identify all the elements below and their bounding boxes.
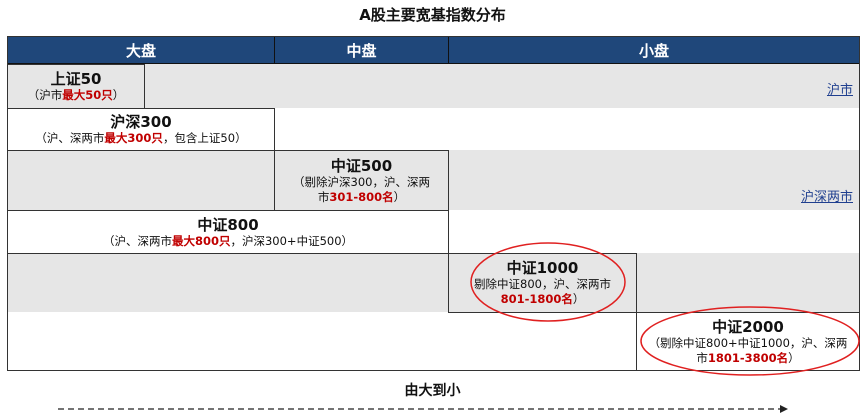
index-name: 中证500 <box>330 156 393 175</box>
highlight-ellipse-csi1000 <box>470 242 626 322</box>
index-csi2000: 中证2000 （剔除中证800+中证1000，沪、深两市1801-3800名） <box>636 312 860 371</box>
desc: 剔除中证800，沪、深两市 <box>474 277 611 291</box>
index-name: 中证800 <box>197 215 259 234</box>
desc: （沪、深两市 <box>102 233 172 248</box>
diagram-title: A股主要宽基指数分布 <box>359 6 506 24</box>
desc-highlight: 最大300只 <box>104 131 163 145</box>
desc: ） <box>572 292 585 306</box>
market-link-shsz[interactable]: 沪深两市 <box>800 190 853 205</box>
desc-highlight: 最大50只 <box>62 88 113 102</box>
desc: （剔除沪深300，沪、深两市 <box>293 174 430 204</box>
index-name: 沪深300 <box>110 113 172 131</box>
arrow-label: 由大到小 <box>404 383 461 399</box>
index-name: 中证2000 <box>712 317 784 336</box>
row-band-1 <box>7 64 860 108</box>
desc: （剔除中证800+中证1000，沪、深两市 <box>648 335 848 365</box>
desc: （沪、深两市 <box>35 131 105 145</box>
desc-highlight: 1801-3800名 <box>707 350 789 365</box>
desc: ） <box>788 350 800 365</box>
highlight-ellipse-csi2000 <box>640 306 860 376</box>
desc: ） <box>112 88 125 102</box>
index-name: 上证50 <box>50 70 102 88</box>
row-band-5 <box>7 253 860 312</box>
desc-highlight: 301-800名 <box>329 189 394 204</box>
desc-highlight: 最大800只 <box>171 233 231 248</box>
index-sse50: 上证50 （沪市最大50只） <box>7 64 145 109</box>
index-name: 中证1000 <box>506 259 579 277</box>
index-csi800: 中证800 （沪、深两市最大800只，沪深300+中证500） <box>7 210 449 254</box>
desc: （沪市 <box>27 88 63 102</box>
index-csi500: 中证500 （剔除沪深300，沪、深两市301-800名） <box>274 150 449 211</box>
desc: ） <box>393 189 406 204</box>
table-border <box>7 36 860 371</box>
desc: ，沪深300+中证500） <box>230 233 354 248</box>
market-link-sh[interactable]: 沪市 <box>826 83 853 98</box>
header-small-cap: 小盘 <box>448 36 860 64</box>
desc: ，包含上证50） <box>162 131 247 145</box>
arrow-head-icon <box>780 405 788 413</box>
desc-highlight: 801-1800名 <box>500 292 573 306</box>
index-csi300: 沪深300 （沪、深两市最大300只，包含上证50） <box>7 108 275 151</box>
